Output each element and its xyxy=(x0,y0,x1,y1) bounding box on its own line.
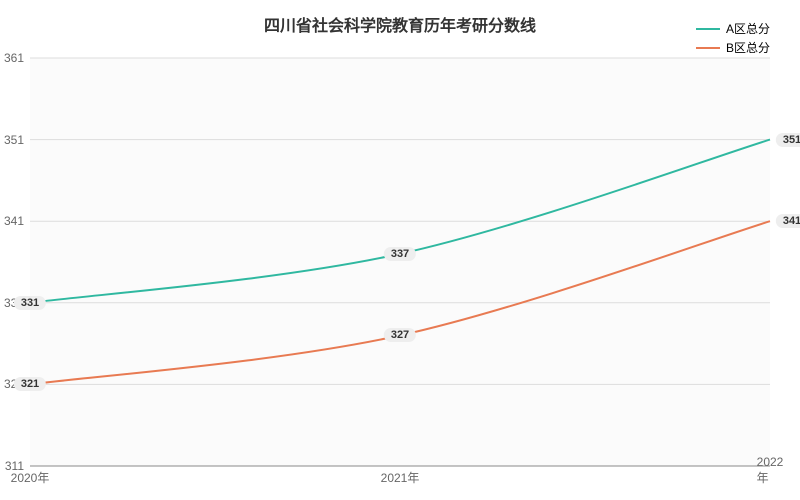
data-label: 327 xyxy=(384,328,416,342)
data-label: 321 xyxy=(14,377,46,391)
data-label: 331 xyxy=(14,296,46,310)
x-tick-label: 2020年 xyxy=(11,469,50,486)
data-label: 351 xyxy=(776,133,800,147)
x-tick-label: 2022年 xyxy=(757,455,784,486)
legend-label-a: A区总分 xyxy=(726,20,770,37)
legend-item-b: B区总分 xyxy=(696,39,770,56)
legend-label-b: B区总分 xyxy=(726,39,770,56)
y-tick-label: 361 xyxy=(4,51,24,65)
legend-swatch-a xyxy=(696,28,720,30)
plot-area: 3113213313413513612020年2021年2022年3313373… xyxy=(30,58,770,466)
legend-swatch-b xyxy=(696,47,720,49)
data-label: 337 xyxy=(384,247,416,261)
plot-svg xyxy=(30,58,770,466)
legend-item-a: A区总分 xyxy=(696,20,770,37)
chart-container: 四川省社会科学院教育历年考研分数线 A区总分 B区总分 311321331341… xyxy=(0,0,800,500)
y-tick-label: 341 xyxy=(4,214,24,228)
data-label: 341 xyxy=(776,214,800,228)
chart-title: 四川省社会科学院教育历年考研分数线 xyxy=(0,12,800,36)
legend: A区总分 B区总分 xyxy=(696,20,770,58)
x-tick-label: 2021年 xyxy=(381,469,420,486)
y-tick-label: 351 xyxy=(4,133,24,147)
